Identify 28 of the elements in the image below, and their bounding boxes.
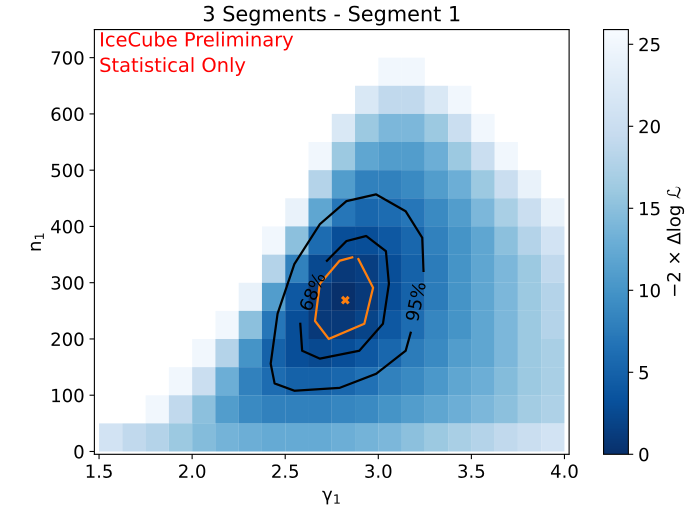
y-tick-label: 600 xyxy=(51,107,84,122)
annotation: Statistical Only xyxy=(100,57,246,76)
x-tick-label: 3.0 xyxy=(365,464,392,478)
y-tick-label: 400 xyxy=(51,220,84,234)
color-bar-label: 10 xyxy=(640,284,660,298)
color-bar-label: 20 xyxy=(639,120,660,134)
color-bar-label: 15 xyxy=(640,202,660,216)
x-tick-label: 2.5 xyxy=(272,464,298,478)
y-tick-label: 500 xyxy=(52,164,84,178)
color-bar-label: 5 xyxy=(639,366,648,380)
color-bar-label: 0 xyxy=(639,448,648,462)
annotation: 68% xyxy=(298,271,326,312)
chart-title: 3 Segments - Segment 1 xyxy=(204,6,460,26)
annotation: IceCube Preliminary xyxy=(101,32,294,50)
x-tick-label: 2.0 xyxy=(179,464,206,478)
y-tick-label: 200 xyxy=(52,332,84,346)
y-tick-label: 700 xyxy=(52,51,84,65)
y-tick-label: 100 xyxy=(52,388,84,402)
x-axis-title: γ$_{1}$ xyxy=(322,490,340,504)
y-tick-label: 300 xyxy=(52,276,84,290)
color-bar-title: −2 × Δlog ℒ xyxy=(666,186,684,296)
x-tick-label: 3.5 xyxy=(458,464,484,478)
y-axis-title: n$_{1}$ xyxy=(30,234,44,250)
x-tick-label: 4.0 xyxy=(550,464,578,478)
x-tick-label: 1.5 xyxy=(86,464,112,478)
y-tick-label: 0 xyxy=(74,444,84,459)
annotation: 95% xyxy=(405,281,426,322)
color-bar-label: 25 xyxy=(639,38,660,52)
